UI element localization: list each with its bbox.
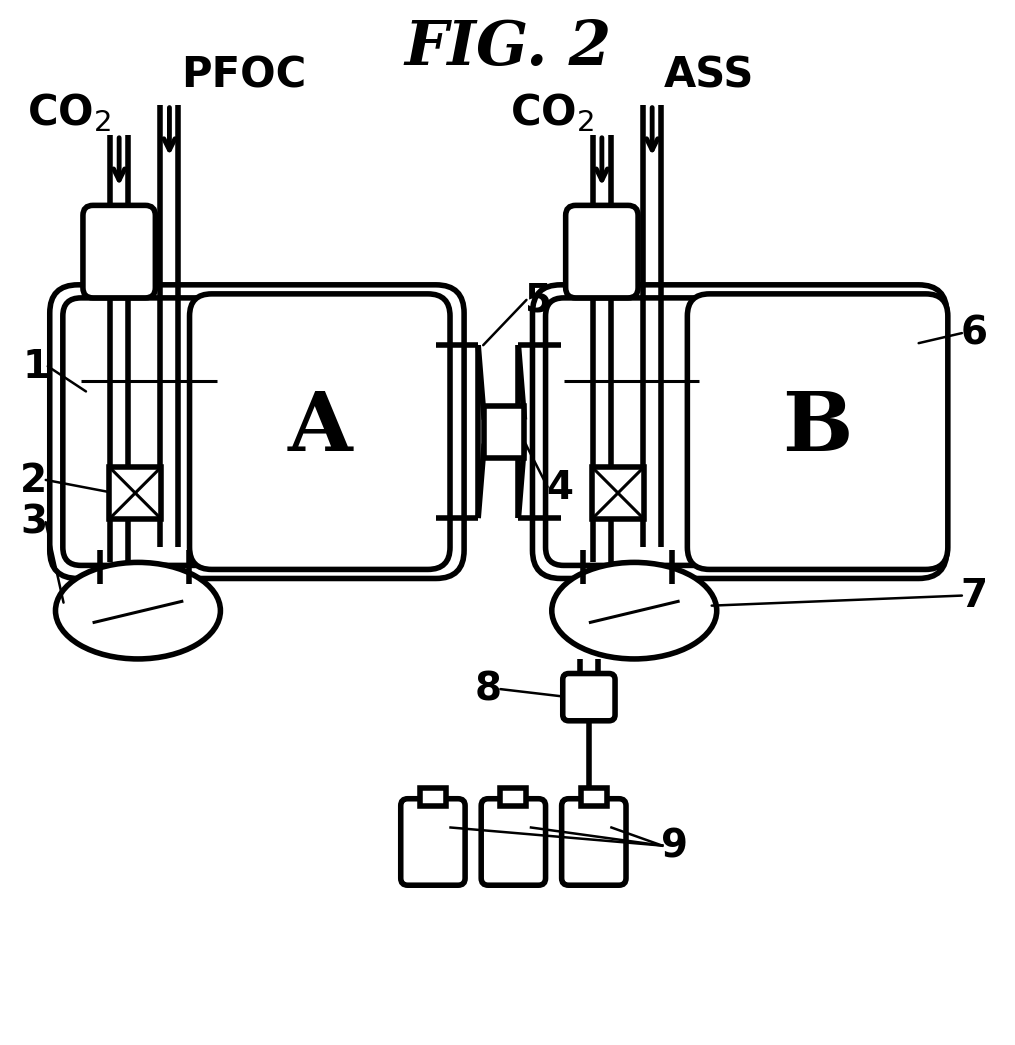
Text: 4: 4 xyxy=(546,468,572,507)
Text: ASS: ASS xyxy=(664,54,754,96)
Bar xyxy=(592,467,644,519)
FancyBboxPatch shape xyxy=(401,798,465,885)
Bar xyxy=(484,405,525,458)
FancyBboxPatch shape xyxy=(562,674,615,721)
FancyBboxPatch shape xyxy=(561,798,626,885)
Text: 5: 5 xyxy=(525,281,552,320)
Text: CO$_2$: CO$_2$ xyxy=(510,91,594,134)
FancyBboxPatch shape xyxy=(532,285,947,579)
FancyBboxPatch shape xyxy=(687,295,947,570)
Text: 3: 3 xyxy=(20,504,48,541)
Bar xyxy=(419,788,446,806)
Bar xyxy=(581,788,607,806)
FancyBboxPatch shape xyxy=(481,798,545,885)
Bar xyxy=(500,788,526,806)
Text: 6: 6 xyxy=(960,315,988,352)
Ellipse shape xyxy=(56,562,220,659)
Text: 8: 8 xyxy=(475,670,501,709)
FancyBboxPatch shape xyxy=(190,295,450,570)
Text: FIG. 2: FIG. 2 xyxy=(405,18,612,78)
Text: A: A xyxy=(287,388,352,467)
Text: 1: 1 xyxy=(22,348,49,386)
FancyBboxPatch shape xyxy=(63,299,234,565)
Ellipse shape xyxy=(551,562,717,659)
Bar xyxy=(109,467,161,519)
FancyBboxPatch shape xyxy=(545,299,718,565)
FancyBboxPatch shape xyxy=(83,206,155,299)
Text: PFOC: PFOC xyxy=(182,54,307,96)
Text: 7: 7 xyxy=(960,577,988,614)
Text: 2: 2 xyxy=(20,461,48,500)
FancyBboxPatch shape xyxy=(565,206,637,299)
FancyBboxPatch shape xyxy=(50,285,464,579)
Text: B: B xyxy=(783,388,853,467)
Text: 9: 9 xyxy=(661,827,687,864)
Text: CO$_2$: CO$_2$ xyxy=(27,91,111,134)
